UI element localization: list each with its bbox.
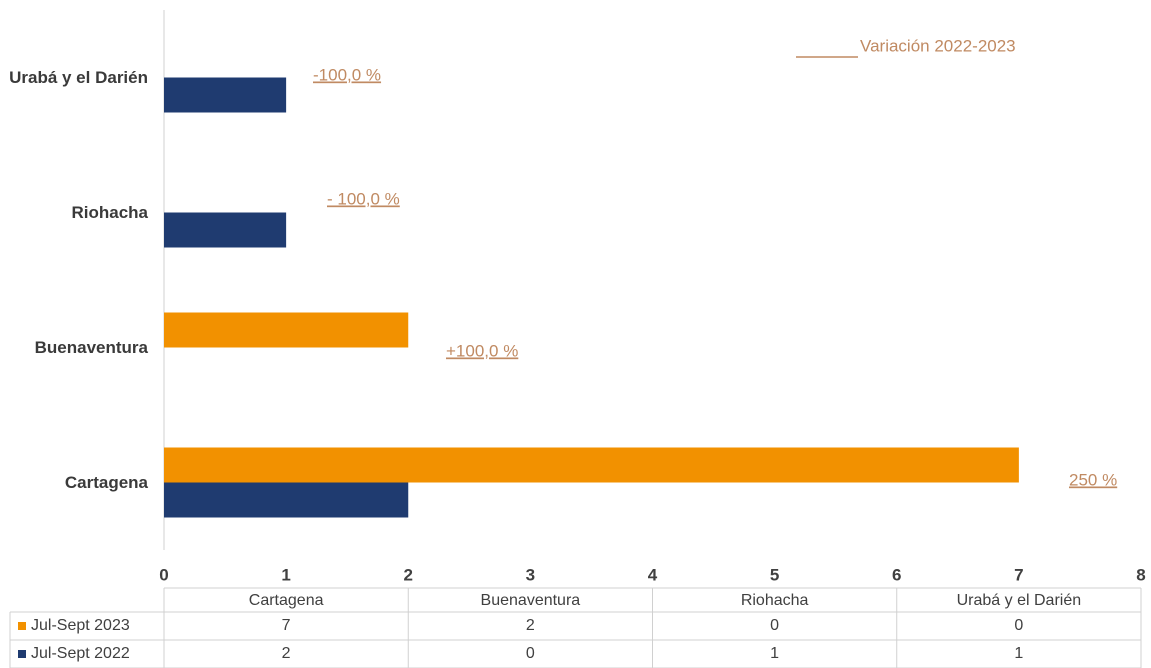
bar bbox=[164, 482, 409, 518]
table-cell: 7 bbox=[282, 617, 291, 634]
y-tick-label: Urabá y el Darién bbox=[9, 67, 148, 87]
table-cell: 2 bbox=[526, 617, 535, 634]
table-header: Buenaventura bbox=[481, 592, 581, 609]
x-tick-label: 0 bbox=[159, 565, 168, 584]
y-tick-label: Buenaventura bbox=[34, 337, 148, 357]
bar bbox=[164, 77, 287, 113]
annotation: -100,0 % bbox=[313, 65, 381, 84]
table-cell: 0 bbox=[526, 645, 535, 662]
x-tick-label: 7 bbox=[1014, 565, 1023, 584]
x-tick-label: 6 bbox=[892, 565, 901, 584]
x-tick-label: 2 bbox=[404, 565, 413, 584]
annotation: +100,0 % bbox=[446, 341, 518, 360]
x-tick-label: 1 bbox=[281, 565, 290, 584]
x-tick-label: 8 bbox=[1136, 565, 1145, 584]
y-tick-label: Cartagena bbox=[64, 472, 148, 492]
legend-swatch bbox=[18, 622, 26, 630]
x-tick-label: 3 bbox=[526, 565, 535, 584]
annotation: - 100,0 % bbox=[327, 189, 400, 208]
y-tick-label: Riohacha bbox=[71, 202, 148, 222]
x-tick-label: 5 bbox=[770, 565, 779, 584]
x-tick-label: 4 bbox=[648, 565, 658, 584]
annotation: 250 % bbox=[1069, 470, 1117, 489]
table-header: Urabá y el Darién bbox=[957, 592, 1082, 609]
variation-label: Variación 2022-2023 bbox=[860, 36, 1016, 55]
table-header: Riohacha bbox=[741, 592, 809, 609]
bar bbox=[164, 312, 409, 348]
bar bbox=[164, 447, 1019, 483]
table-cell: 2 bbox=[282, 645, 291, 662]
table-cell: 1 bbox=[770, 645, 779, 662]
table-cell: 1 bbox=[1014, 645, 1023, 662]
legend-label: Jul-Sept 2023 bbox=[31, 617, 130, 634]
table-header: Cartagena bbox=[249, 592, 324, 609]
bar bbox=[164, 212, 287, 248]
legend-swatch bbox=[18, 650, 26, 658]
legend-label: Jul-Sept 2022 bbox=[31, 645, 130, 662]
table-cell: 0 bbox=[770, 617, 779, 634]
table-cell: 0 bbox=[1014, 617, 1023, 634]
